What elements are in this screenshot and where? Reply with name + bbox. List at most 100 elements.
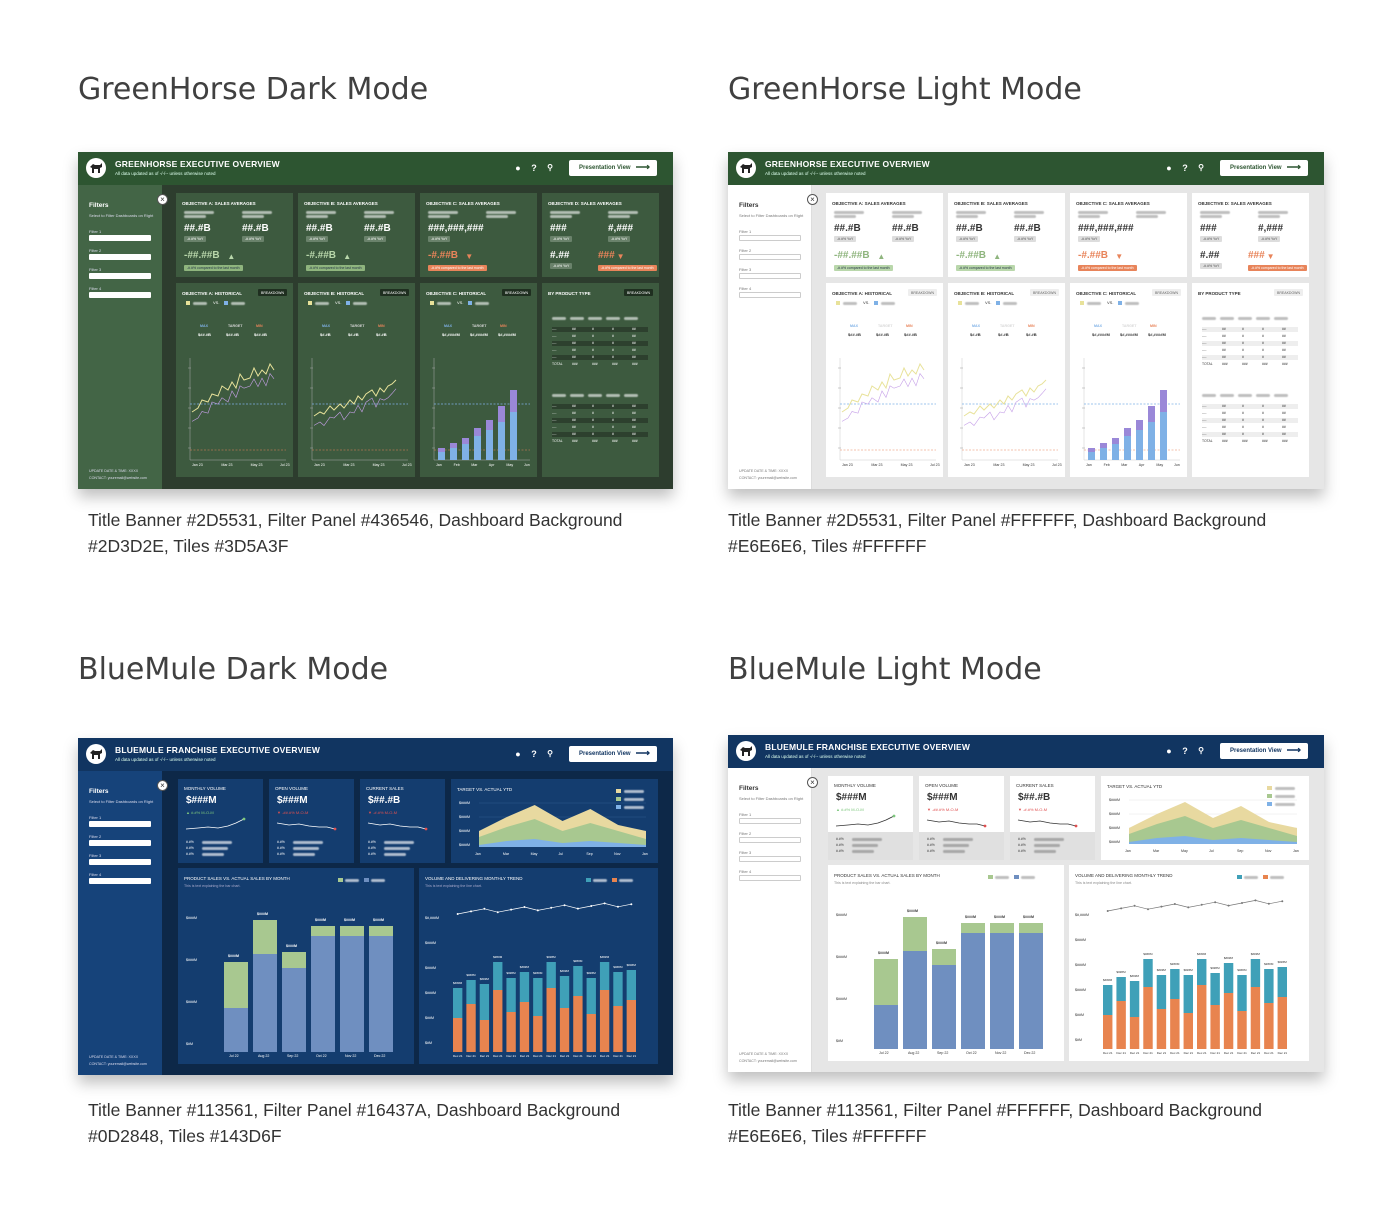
- close-icon[interactable]: ×: [807, 777, 818, 788]
- bar-delivering: [599, 990, 610, 1052]
- close-icon[interactable]: ×: [807, 194, 818, 205]
- filter-dropdown[interactable]: [739, 856, 801, 862]
- bar-label: $###M: [878, 951, 889, 955]
- historical-chart: [432, 358, 530, 461]
- redacted-text: [1220, 317, 1234, 320]
- filter-dropdown[interactable]: [739, 254, 801, 260]
- dashboard-subtitle: All data updated as of -/-/-- unless oth…: [765, 171, 866, 176]
- filter-dropdown[interactable]: [89, 821, 151, 827]
- lightbulb-icon[interactable]: ●: [1166, 746, 1172, 756]
- breakdown-button[interactable]: BREAKDOWN: [1152, 289, 1181, 296]
- kpi-label: OPEN VOLUME: [275, 786, 309, 791]
- filter-dropdown[interactable]: [89, 859, 151, 865]
- help-icon[interactable]: ?: [531, 749, 537, 759]
- filter-dropdown[interactable]: [739, 875, 801, 881]
- historical-tile-label: BY PRODUCT TYPE: [1198, 291, 1241, 296]
- breakdown-button[interactable]: BREAKDOWN: [908, 289, 937, 296]
- search-icon[interactable]: ⚲: [1198, 746, 1204, 755]
- table-cell: ###: [612, 439, 618, 443]
- y-tick-label: $##M: [425, 1016, 434, 1020]
- kpi-tile: OBJECTIVE C: SALES AVERAGES ###,###,### -#…: [420, 193, 537, 277]
- contact-text: CONTACT: youremail@website.com: [89, 1062, 147, 1066]
- redacted-text: [1078, 215, 1100, 218]
- lightbulb-icon[interactable]: ●: [515, 163, 521, 173]
- filter-dropdown[interactable]: [89, 878, 151, 884]
- sparkline: [926, 819, 987, 828]
- filter-dropdown[interactable]: [739, 837, 801, 843]
- filter-dropdown[interactable]: [89, 254, 151, 260]
- table-cell: ##: [572, 425, 576, 429]
- redacted-text: [550, 215, 572, 218]
- presentation-view-button[interactable]: Presentation View ⟶: [569, 746, 657, 762]
- redacted-text: [231, 302, 245, 305]
- table-cell: ##: [572, 418, 576, 422]
- kpi-tile: OPEN VOLUME $###M ▼ -##.#% M-O-M #.#% #.#% #.…: [919, 776, 1004, 860]
- title-banner: GREENHORSE EXECUTIVE OVERVIEW All data up…: [78, 152, 673, 185]
- table-row: ---- ## # # ##: [1202, 327, 1298, 332]
- redacted-text: [1021, 876, 1035, 879]
- bar-segment: [1160, 412, 1167, 460]
- redacted-text: [486, 215, 508, 218]
- filter-dropdown[interactable]: [739, 235, 801, 241]
- footer-stat: #.#%: [836, 837, 844, 841]
- legend-swatch: [1080, 301, 1084, 305]
- breakdown-button[interactable]: BREAKDOWN: [380, 289, 409, 296]
- target-vs-actual-label: TARGET VS. ACTUAL YTD: [457, 787, 513, 792]
- table-cell: ###: [1222, 439, 1228, 443]
- lightbulb-icon[interactable]: ●: [1166, 163, 1172, 173]
- brand-logo: [86, 744, 106, 764]
- breakdown-button[interactable]: BREAKDOWN: [1030, 289, 1059, 296]
- caption-greenhorse-dark: Title Banner #2D5531, Filter Panel #4365…: [88, 510, 623, 556]
- kpi-tile: MONTHLY VOLUME $###M ▲ #.#% M-O-M #.#% #.#% #…: [178, 779, 263, 863]
- filter-dropdown[interactable]: [89, 292, 151, 298]
- close-icon[interactable]: ×: [157, 194, 168, 205]
- filter-dropdown[interactable]: [739, 818, 801, 824]
- bar-delivering: [1223, 993, 1234, 1049]
- search-icon[interactable]: ⚲: [1198, 163, 1204, 172]
- breakdown-button[interactable]: BREAKDOWN: [258, 289, 287, 296]
- triangle-up-icon: ▲: [877, 252, 886, 261]
- presentation-view-button[interactable]: Presentation View ⟶: [1220, 743, 1308, 759]
- filter-dropdown[interactable]: [89, 235, 151, 241]
- bar-actual: [282, 968, 306, 1052]
- stat-label: MAX: [1094, 324, 1102, 328]
- help-icon[interactable]: ?: [1182, 163, 1188, 173]
- x-tick-label: Feb: [453, 463, 460, 467]
- bar-delivering: [1170, 999, 1180, 1049]
- filter-dropdown[interactable]: [739, 292, 801, 298]
- breakdown-button[interactable]: BREAKDOWN: [502, 289, 531, 296]
- bar-segment: [1112, 438, 1119, 444]
- x-tick-label: Jan 23: [964, 463, 975, 467]
- breakdown-button[interactable]: BREAKDOWN: [624, 289, 653, 296]
- redacted-text: [1258, 215, 1280, 218]
- filter-dropdown[interactable]: [89, 273, 151, 279]
- sparkline-end: [424, 827, 428, 831]
- x-tick-label: Feb: [1103, 463, 1110, 467]
- search-icon[interactable]: ⚲: [547, 749, 553, 758]
- trend-point: [576, 907, 579, 910]
- bar-segment: [474, 428, 481, 436]
- redacted-text: [606, 394, 620, 397]
- redacted-text: [943, 838, 973, 841]
- help-icon[interactable]: ?: [1182, 746, 1188, 756]
- kpi-tile: OBJECTIVE A: SALES AVERAGES ##.#B ##.#B -#.…: [176, 193, 293, 277]
- search-icon[interactable]: ⚲: [547, 163, 553, 172]
- trend-point: [510, 908, 513, 911]
- table-cell: ----: [1202, 432, 1207, 436]
- bar-segment: [1100, 448, 1107, 460]
- bar-segment: [1124, 428, 1131, 436]
- filter-dropdown[interactable]: [739, 273, 801, 279]
- table-cell: ##: [1222, 355, 1226, 359]
- help-icon[interactable]: ?: [531, 163, 537, 173]
- presentation-view-label: Presentation View: [579, 751, 631, 757]
- lightbulb-icon[interactable]: ●: [515, 749, 521, 759]
- breakdown-button[interactable]: BREAKDOWN: [1274, 289, 1303, 296]
- table-row: ---- ## # # ##: [552, 355, 648, 360]
- filter-dropdown[interactable]: [89, 840, 151, 846]
- close-icon[interactable]: ×: [157, 780, 168, 791]
- presentation-view-button[interactable]: Presentation View ⟶: [569, 160, 657, 176]
- footer-stat: #.#%: [368, 852, 376, 856]
- presentation-view-button[interactable]: Presentation View ⟶: [1220, 160, 1308, 176]
- bar-volume: [453, 988, 463, 1018]
- redacted-text: [852, 838, 882, 841]
